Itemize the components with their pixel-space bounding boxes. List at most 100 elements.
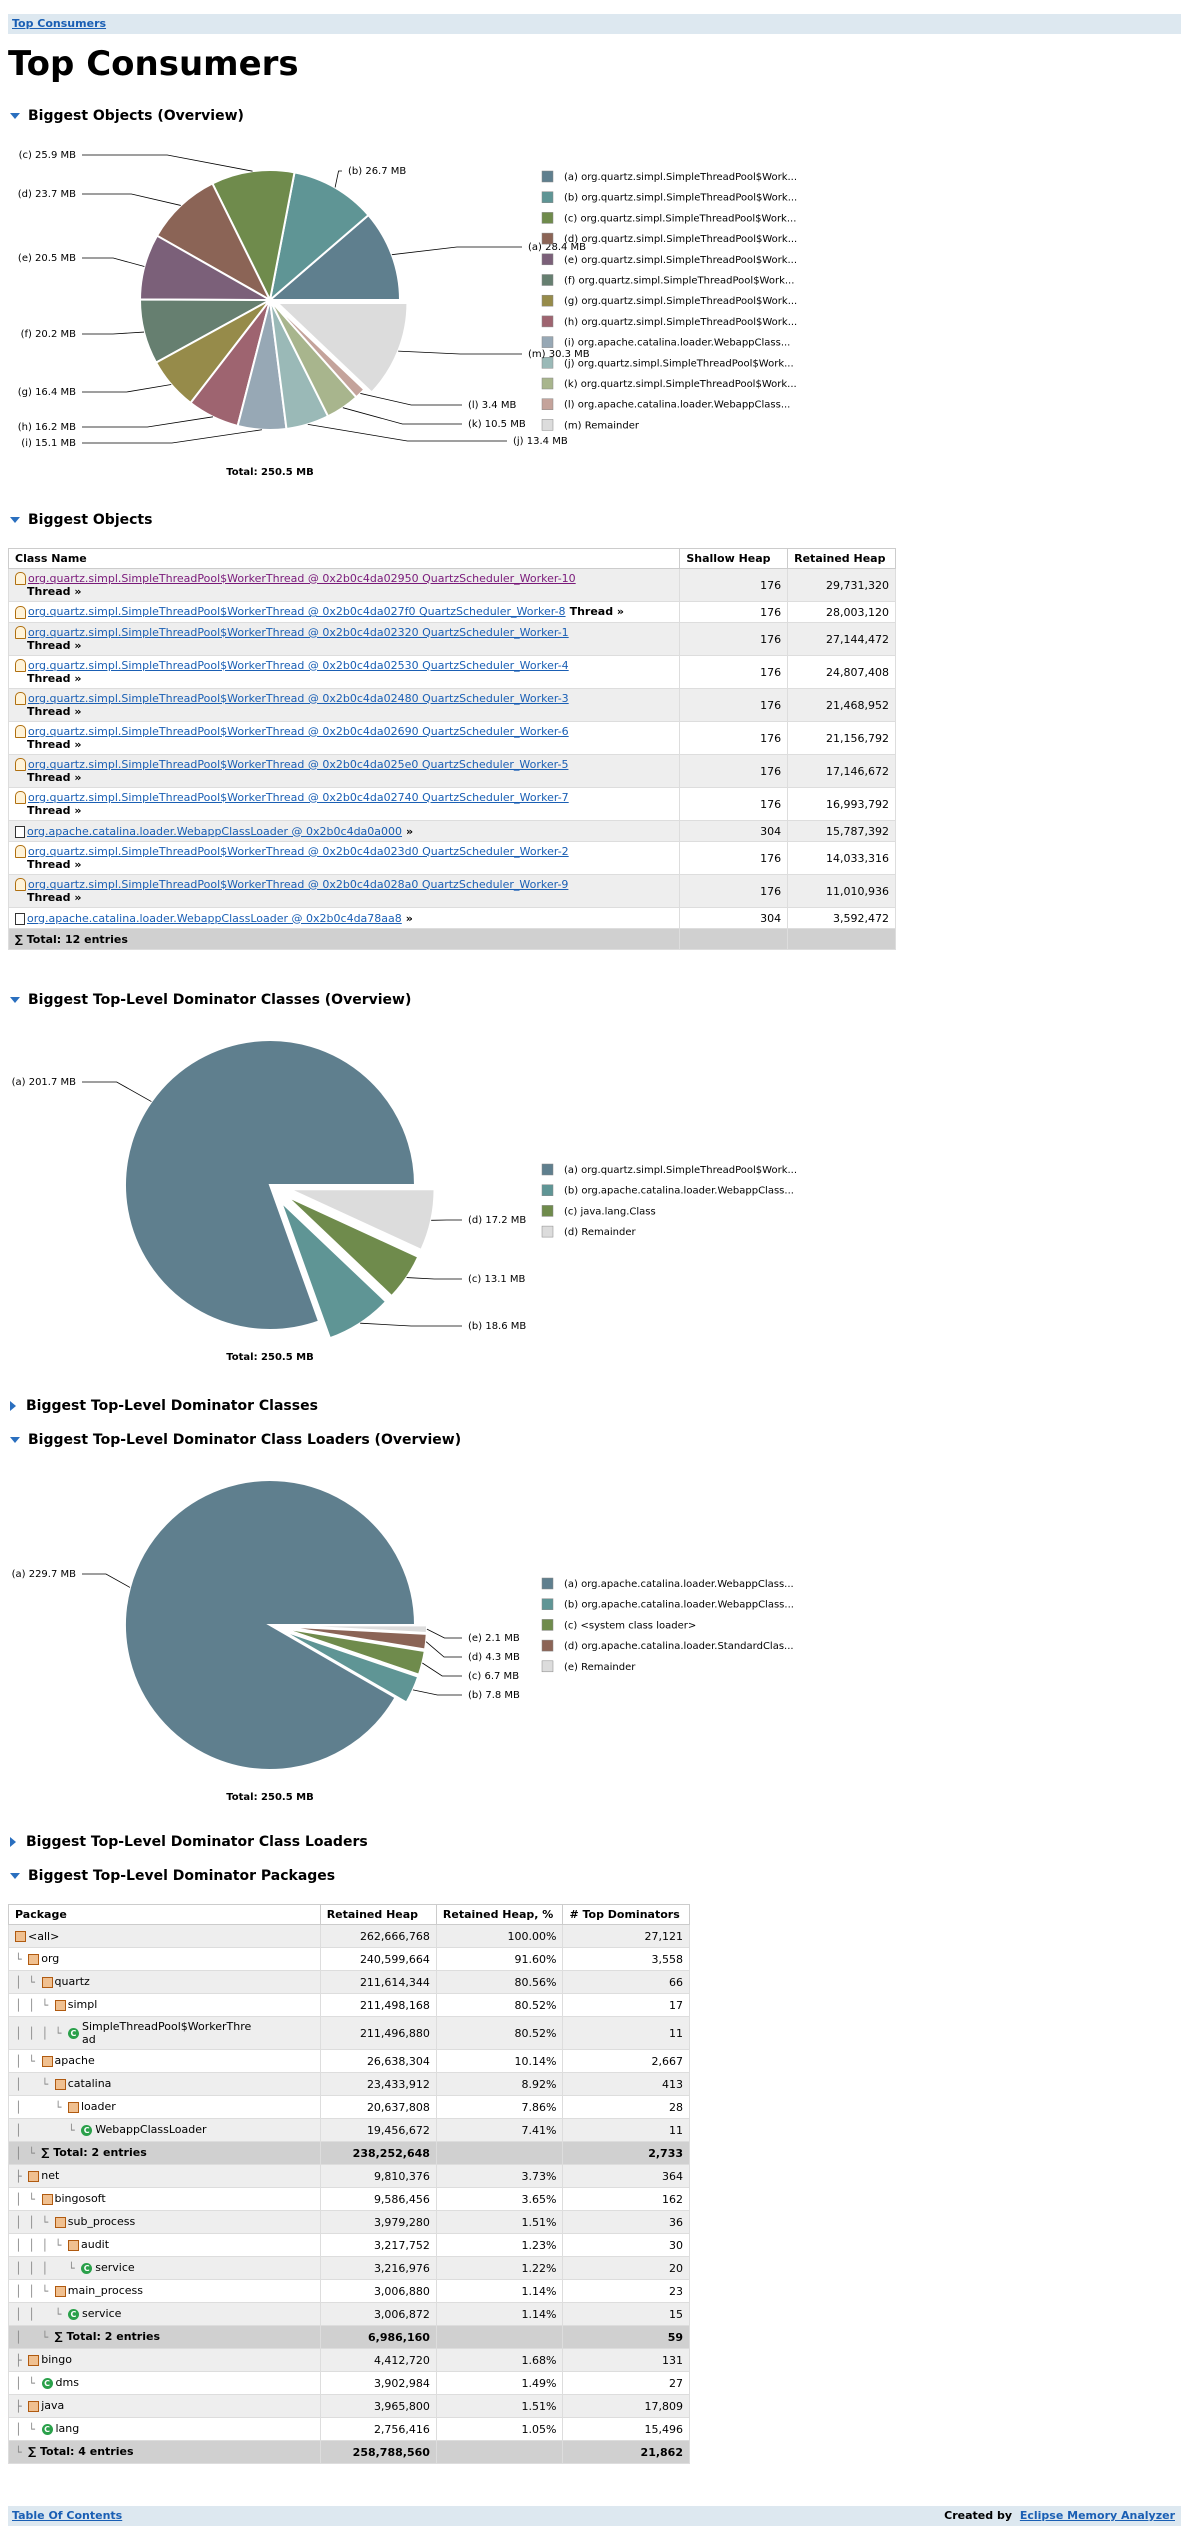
table-row[interactable]: │ │ └ simpl 211,498,168 80.52% 17: [8, 1993, 690, 2017]
table-row[interactable]: └ org 240,599,664 91.60% 3,558: [8, 1947, 690, 1971]
object-link[interactable]: org.quartz.simpl.SimpleThreadPool$Worker…: [28, 571, 576, 585]
object-menu-suffix[interactable]: Thread »: [27, 639, 82, 653]
package-icon: [54, 2285, 66, 2297]
col-class-name[interactable]: Class Name: [7, 548, 681, 569]
table-row[interactable]: │ └ apache 26,638,304 10.14% 2,667: [8, 2049, 690, 2073]
table-row[interactable]: org.quartz.simpl.SimpleThreadPool$Worker…: [7, 841, 896, 875]
table-row[interactable]: org.quartz.simpl.SimpleThreadPool$Worker…: [7, 601, 896, 623]
package-name[interactable]: net: [41, 2169, 60, 2183]
package-name[interactable]: java: [41, 2399, 65, 2413]
table-row[interactable]: │ │ │ └ audit 3,217,752 1.23% 30: [8, 2233, 690, 2257]
package-name[interactable]: service: [95, 2261, 135, 2275]
package-name[interactable]: loader: [80, 2100, 116, 2114]
package-name[interactable]: dms: [55, 2376, 79, 2390]
object-link[interactable]: org.apache.catalina.loader.WebappClassLo…: [27, 824, 403, 838]
tree-lines: │ │ └: [15, 1998, 55, 2012]
col-top-dominators[interactable]: # Top Dominators: [562, 1904, 690, 1925]
section-header-dominator-classes[interactable]: Biggest Top-Level Dominator Classes: [10, 1398, 318, 1414]
table-row[interactable]: org.quartz.simpl.SimpleThreadPool$Worker…: [7, 568, 896, 602]
object-menu-suffix[interactable]: Thread »: [27, 738, 82, 752]
package-name[interactable]: SimpleThreadPool$WorkerThread: [81, 2020, 252, 2046]
object-link[interactable]: org.quartz.simpl.SimpleThreadPool$Worker…: [28, 691, 569, 705]
col-retained-heap[interactable]: Retained Heap: [319, 1904, 437, 1925]
object-menu-suffix[interactable]: Thread »: [27, 705, 82, 719]
section-header-dominator-classes-overview[interactable]: Biggest Top-Level Dominator Classes (Ove…: [10, 992, 411, 1008]
object-link[interactable]: org.quartz.simpl.SimpleThreadPool$Worker…: [28, 724, 569, 738]
table-row[interactable]: org.quartz.simpl.SimpleThreadPool$Worker…: [7, 754, 896, 788]
section-header-dominator-packages[interactable]: Biggest Top-Level Dominator Packages: [10, 1868, 335, 1884]
object-menu-suffix[interactable]: Thread »: [27, 891, 82, 905]
package-name[interactable]: <all>: [28, 1929, 60, 1943]
package-name[interactable]: quartz: [54, 1975, 90, 1989]
object-link[interactable]: org.quartz.simpl.SimpleThreadPool$Worker…: [28, 877, 569, 891]
table-row[interactable]: org.quartz.simpl.SimpleThreadPool$Worker…: [7, 655, 896, 689]
object-link[interactable]: org.apache.catalina.loader.WebappClassLo…: [27, 911, 402, 925]
object-menu-suffix[interactable]: Thread »: [27, 672, 82, 686]
table-row[interactable]: │ └ quartz 211,614,344 80.56% 66: [8, 1970, 690, 1994]
package-name[interactable]: sub_process: [67, 2215, 136, 2229]
dom-cell: 66: [562, 1970, 690, 1994]
col-package[interactable]: Package: [8, 1904, 321, 1925]
object-menu-suffix[interactable]: Thread »: [27, 858, 82, 872]
table-row[interactable]: org.quartz.simpl.SimpleThreadPool$Worker…: [7, 787, 896, 821]
object-link[interactable]: org.quartz.simpl.SimpleThreadPool$Worker…: [28, 625, 569, 639]
object-menu-suffix[interactable]: Thread »: [27, 804, 82, 818]
table-row[interactable]: org.quartz.simpl.SimpleThreadPool$Worker…: [7, 721, 896, 755]
package-name[interactable]: bingo: [41, 2353, 72, 2367]
table-row[interactable]: │ │ │ └ C SimpleThreadPool$WorkerThread 21…: [8, 2016, 690, 2050]
package-name[interactable]: bingosoft: [54, 2192, 106, 2206]
object-menu-suffix[interactable]: Thread »: [27, 585, 82, 599]
package-name[interactable]: WebappClassLoader: [95, 2123, 207, 2137]
object-link[interactable]: org.quartz.simpl.SimpleThreadPool$Worker…: [28, 790, 569, 804]
object-menu-suffix[interactable]: »: [406, 824, 414, 838]
table-row[interactable]: ├ java 3,965,800 1.51% 17,809: [8, 2394, 690, 2418]
object-link[interactable]: org.quartz.simpl.SimpleThreadPool$Worker…: [28, 658, 569, 672]
table-of-contents-link[interactable]: Table Of Contents: [12, 2509, 123, 2522]
table-row[interactable]: │ └ loader 20,637,808 7.86% 28: [8, 2095, 690, 2119]
table-row[interactable]: │ └ C WebappClassLoader 19,456,672 7.41% 11: [8, 2118, 690, 2142]
section-header-dominator-class-loaders[interactable]: Biggest Top-Level Dominator Class Loader…: [10, 1834, 368, 1850]
col-shallow-heap[interactable]: Shallow Heap: [679, 548, 789, 569]
total-row[interactable]: │ └ ∑ Total: 2 entries 238,252,648 2,733: [8, 2141, 690, 2165]
section-header-biggest-objects[interactable]: Biggest Objects: [10, 512, 152, 528]
table-row[interactable]: org.quartz.simpl.SimpleThreadPool$Worker…: [7, 622, 896, 656]
col-retained-heap[interactable]: Retained Heap: [787, 548, 896, 569]
table-row[interactable]: ├ bingo 4,412,720 1.68% 131: [8, 2348, 690, 2372]
eclipse-memory-analyzer-link[interactable]: Eclipse Memory Analyzer: [1019, 2509, 1175, 2522]
package-name[interactable]: catalina: [67, 2077, 112, 2091]
table-row[interactable]: │ └ catalina 23,433,912 8.92% 413: [8, 2072, 690, 2096]
section-header-dominator-class-loaders-overview[interactable]: Biggest Top-Level Dominator Class Loader…: [10, 1432, 461, 1448]
table-row[interactable]: │ └ bingosoft 9,586,456 3.65% 162: [8, 2187, 690, 2211]
package-name[interactable]: apache: [54, 2054, 95, 2068]
dom-cell: 20: [562, 2256, 690, 2280]
object-menu-suffix[interactable]: Thread »: [27, 771, 82, 785]
total-row[interactable]: │ └ ∑ Total: 2 entries 6,986,160 59: [8, 2325, 690, 2349]
table-row[interactable]: │ │ └ sub_process 3,979,280 1.51% 36: [8, 2210, 690, 2234]
object-link[interactable]: org.quartz.simpl.SimpleThreadPool$Worker…: [28, 757, 569, 771]
top-consumers-link[interactable]: Top Consumers: [12, 17, 107, 30]
package-name[interactable]: simpl: [67, 1998, 98, 2012]
table-row[interactable]: org.quartz.simpl.SimpleThreadPool$Worker…: [7, 874, 896, 908]
package-name[interactable]: lang: [55, 2422, 80, 2436]
table-row[interactable]: ├ net 9,810,376 3.73% 364: [8, 2164, 690, 2188]
table-row[interactable]: org.quartz.simpl.SimpleThreadPool$Worker…: [7, 688, 896, 722]
object-menu-suffix[interactable]: »: [405, 911, 413, 925]
col-retained-heap-pct[interactable]: Retained Heap, %: [435, 1904, 564, 1925]
total-row[interactable]: └ ∑ Total: 4 entries 258,788,560 21,862: [8, 2440, 690, 2464]
object-menu-suffix[interactable]: Thread »: [569, 605, 625, 619]
package-name[interactable]: service: [81, 2307, 122, 2321]
package-name[interactable]: main_process: [67, 2284, 144, 2298]
package-name[interactable]: audit: [80, 2238, 110, 2252]
package-name[interactable]: org: [41, 1952, 60, 1966]
table-row[interactable]: org.apache.catalina.loader.WebappClassLo…: [7, 907, 896, 929]
table-row[interactable]: │ │ └ main_process 3,006,880 1.14% 23: [8, 2279, 690, 2303]
table-row[interactable]: org.apache.catalina.loader.WebappClassLo…: [7, 820, 896, 842]
section-header-biggest-objects-overview[interactable]: Biggest Objects (Overview): [10, 108, 244, 124]
object-link[interactable]: org.quartz.simpl.SimpleThreadPool$Worker…: [28, 844, 569, 858]
object-link[interactable]: org.quartz.simpl.SimpleThreadPool$Worker…: [28, 605, 566, 619]
table-row[interactable]: <all> 262,666,768 100.00% 27,121: [8, 1924, 690, 1948]
